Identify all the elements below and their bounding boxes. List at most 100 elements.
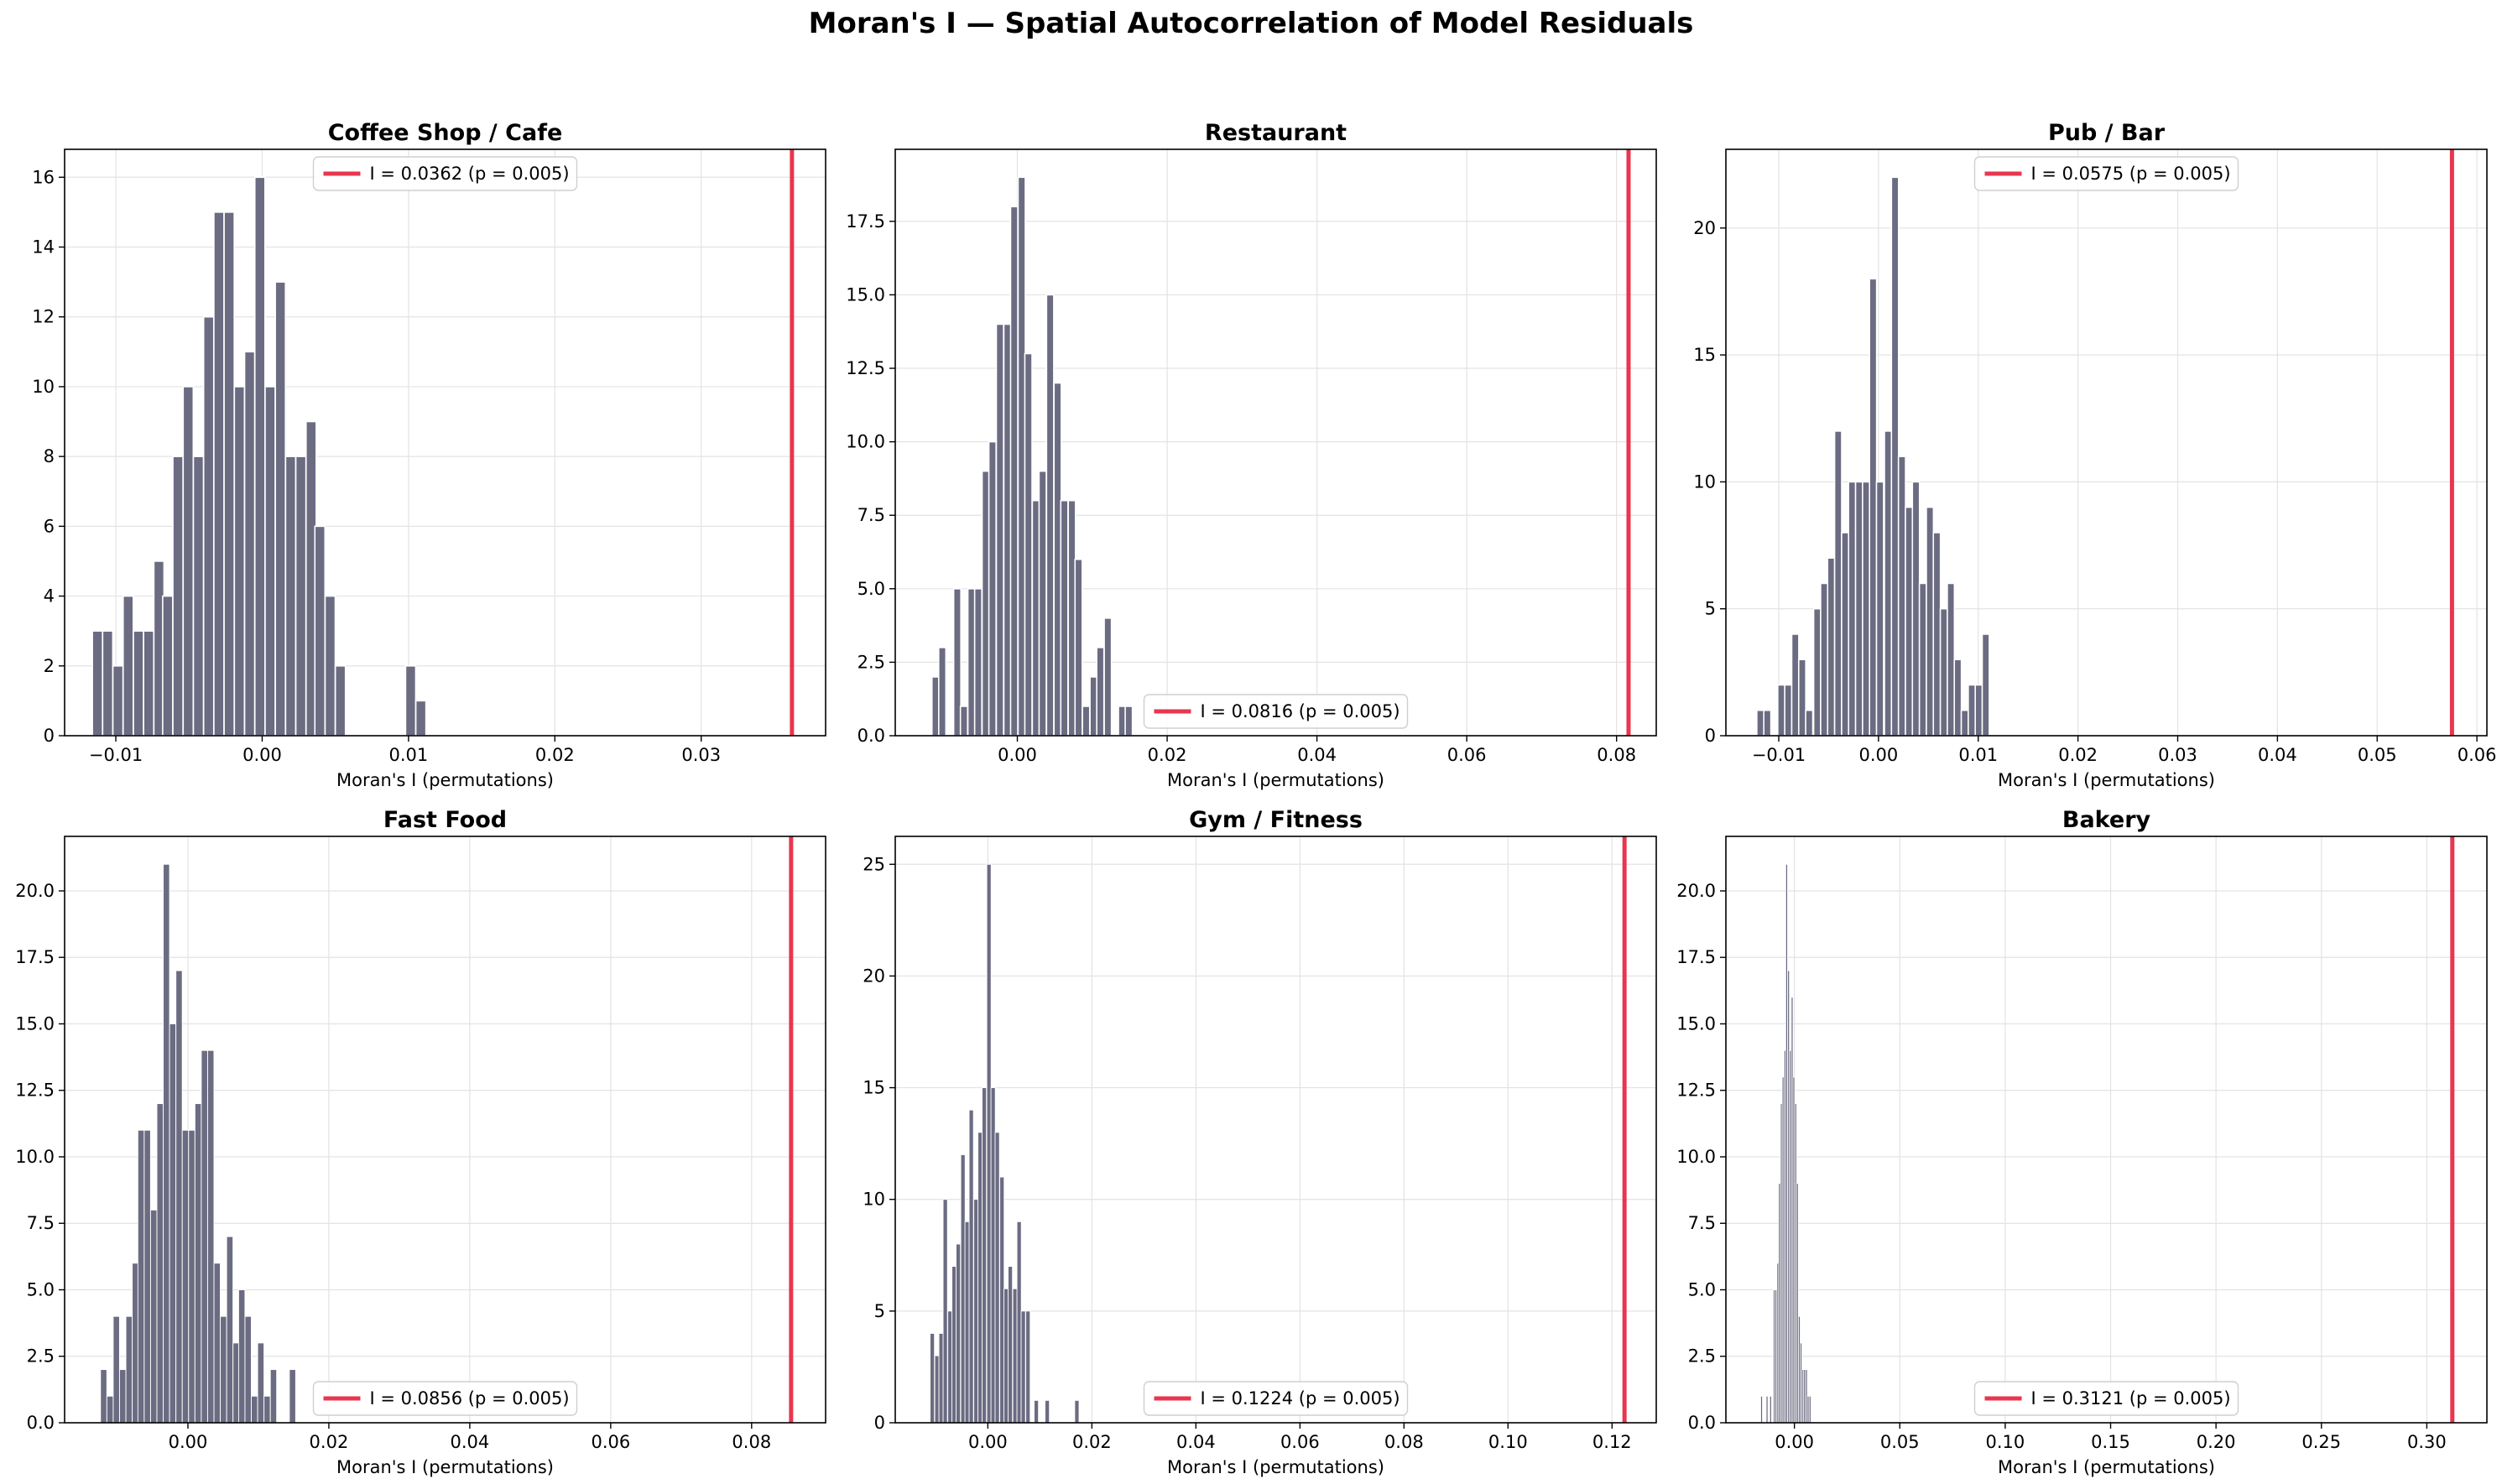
y-tick-label: 2 [44,656,55,676]
x-tick-label: 0.00 [998,745,1037,765]
y-tick-label: 20 [863,966,885,986]
histogram-bar [1808,1395,1811,1424]
histogram-bar [959,706,969,737]
histogram-bar [143,630,155,737]
subplot-title: Bakery [2062,807,2151,833]
x-tick-label: 0.04 [2258,745,2297,765]
histogram-bar [289,1369,296,1424]
histogram-bar [1947,582,1956,737]
subplot-6: 0.00 0.05 0.10 0.15 0.20 0.25 0.30 0.0 2.5 5.0 7.5… [1676,807,2488,1477]
subplot-title: Pub / Bar [2048,120,2166,146]
histogram-bar [1960,709,1969,737]
histogram-bar [207,1049,215,1424]
x-axis-label: Moran's I (permutations) [1998,770,2215,790]
histogram-bar [1769,1395,1772,1424]
histogram-bar [251,1395,258,1424]
histogram-bar [930,1333,936,1424]
y-tick-label: 12 [32,307,55,327]
subplot-4: 0.00 0.02 0.04 0.06 0.08 0.0 2.5 5.0 7.5 10.0 12.5… [15,807,826,1477]
histogram-bar [1820,582,1829,737]
histogram-bar [1060,499,1069,737]
y-tick-label: 14 [32,237,55,258]
histogram-bar [188,1129,195,1424]
histogram-bar [264,386,276,737]
y-tick-label: 12.5 [15,1080,55,1101]
histogram-bar [112,1315,120,1424]
histogram-bar [1848,481,1857,737]
legend-label: I = 0.0856 (p = 0.005) [370,1388,570,1408]
y-tick-label: 20.0 [1676,881,1716,901]
histogram-bar [257,1342,265,1424]
y-tick-label: 16 [32,167,55,187]
histogram-bar [964,1221,970,1424]
histogram-bar [1884,430,1893,737]
x-tick-label: 0.12 [1592,1432,1632,1452]
y-tick-label: 7.5 [27,1213,55,1233]
legend-box [312,156,578,191]
x-tick-label: 0.03 [2158,745,2197,765]
legend: I = 0.0856 (p = 0.005) [312,1381,578,1416]
y-tick-label: 17.5 [846,211,885,232]
y-tick-label: 8 [44,446,55,466]
y-tick-label: 5.0 [1688,1279,1716,1299]
y-tick-label: 17.5 [15,947,55,967]
histogram-bar [125,1315,133,1424]
histogram-bar [1096,647,1105,737]
histogram-bar [233,386,246,737]
subplot-5: 0.00 0.02 0.04 0.06 0.08 0.10 0.12 0 5 10 15 20 25 Gy… [863,807,1657,1477]
histogram-bar [201,1049,208,1424]
y-tick-label: 2.5 [1688,1346,1716,1367]
histogram-bar [182,386,195,737]
histogram-bar [937,647,947,737]
histogram-bar [1854,481,1863,737]
histogram-bar [1827,557,1836,737]
axes-frame [64,836,826,1424]
histogram-bar [986,863,992,1424]
subplot-title: Restaurant [1205,120,1347,146]
histogram-bar [1012,1288,1018,1424]
histogram-bar [1009,206,1019,737]
histogram-bar [1124,706,1134,737]
histogram-bar [1024,352,1033,737]
x-tick-label: 0.05 [1880,1432,1920,1452]
x-tick-label: 0.10 [1986,1432,2025,1452]
y-tick-label: 17.5 [1676,947,1716,967]
histogram-bar [181,1129,190,1424]
histogram-bar [1045,1399,1050,1424]
histogram-bar [934,1355,940,1424]
legend-box [1973,1381,2239,1416]
histogram-bar [1869,278,1878,737]
histogram-bar [1918,582,1927,737]
histogram-bar [1045,294,1055,737]
y-tick-label: 5 [1705,599,1716,619]
histogram-bar [1875,481,1884,737]
x-tick-label: 0.20 [2197,1432,2236,1452]
histogram-bar [1777,684,1786,737]
y-tick-label: 5.0 [857,579,885,599]
y-tick-label: 7.5 [857,505,885,525]
histogram-bar [244,1315,252,1424]
subplot-3: −0.01 0.00 0.01 0.02 0.03 0.04 0.05 0.06 0 5 10 15 2… [1693,120,2496,790]
axes-frame [64,148,826,737]
histogram-bar [973,588,983,737]
histogram-bar [122,595,134,737]
legend-label: I = 0.0816 (p = 0.005) [1201,701,1400,721]
y-tick-label: 5.0 [27,1279,55,1299]
histogram-bar [1765,1395,1769,1424]
x-tick-label: 0.02 [310,1432,349,1452]
x-tick-label: 0.02 [2058,745,2098,765]
histogram-bar [977,1132,983,1424]
histogram-bar [284,456,297,737]
axes-frame [1725,148,2488,737]
subplot-title: Coffee Shop / Cafe [328,120,563,146]
histogram-bar [1074,558,1083,737]
histogram-bar [1020,1310,1026,1424]
subplot-title: Fast Food [383,807,507,833]
histogram-bar [1862,481,1871,737]
x-tick-label: 0.30 [2407,1432,2447,1452]
x-tick-label: 0.02 [1148,745,1187,765]
x-tick-label: 0.03 [681,745,721,765]
histogram-bar [1760,1395,1764,1424]
histogram-bar [106,1395,114,1424]
x-tick-label: 0.00 [1858,745,1898,765]
